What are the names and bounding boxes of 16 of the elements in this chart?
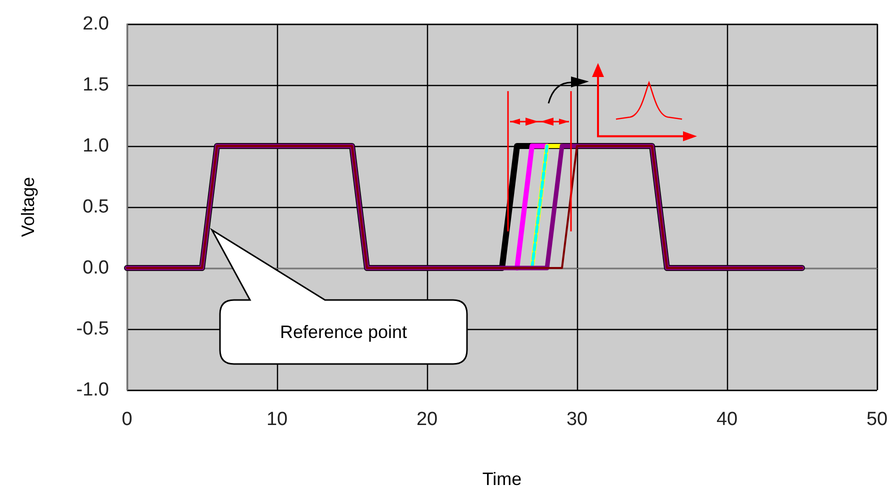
y-tick-label: 2.0	[82, 14, 109, 34]
x-tick-label: 30	[566, 409, 588, 430]
y-axis-title: Voltage	[18, 176, 38, 238]
y-tick-label: -0.5	[76, 318, 109, 340]
y-tick-label: 0.0	[82, 258, 109, 278]
y-tick-label: -1.0	[76, 380, 109, 400]
x-tick-label: 0	[122, 409, 132, 430]
annotation: Reference point	[280, 322, 408, 342]
x-tick-label: 20	[416, 409, 438, 430]
y-tick-label: 1.5	[82, 74, 109, 96]
x-tick-label: 40	[716, 409, 738, 430]
y-tick-label: 0.5	[82, 196, 109, 218]
x-axis-title: Time	[482, 469, 522, 489]
y-tick-label: 1.0	[82, 136, 109, 156]
x-tick-label: 10	[266, 409, 288, 430]
x-tick-label: 50	[866, 409, 888, 430]
